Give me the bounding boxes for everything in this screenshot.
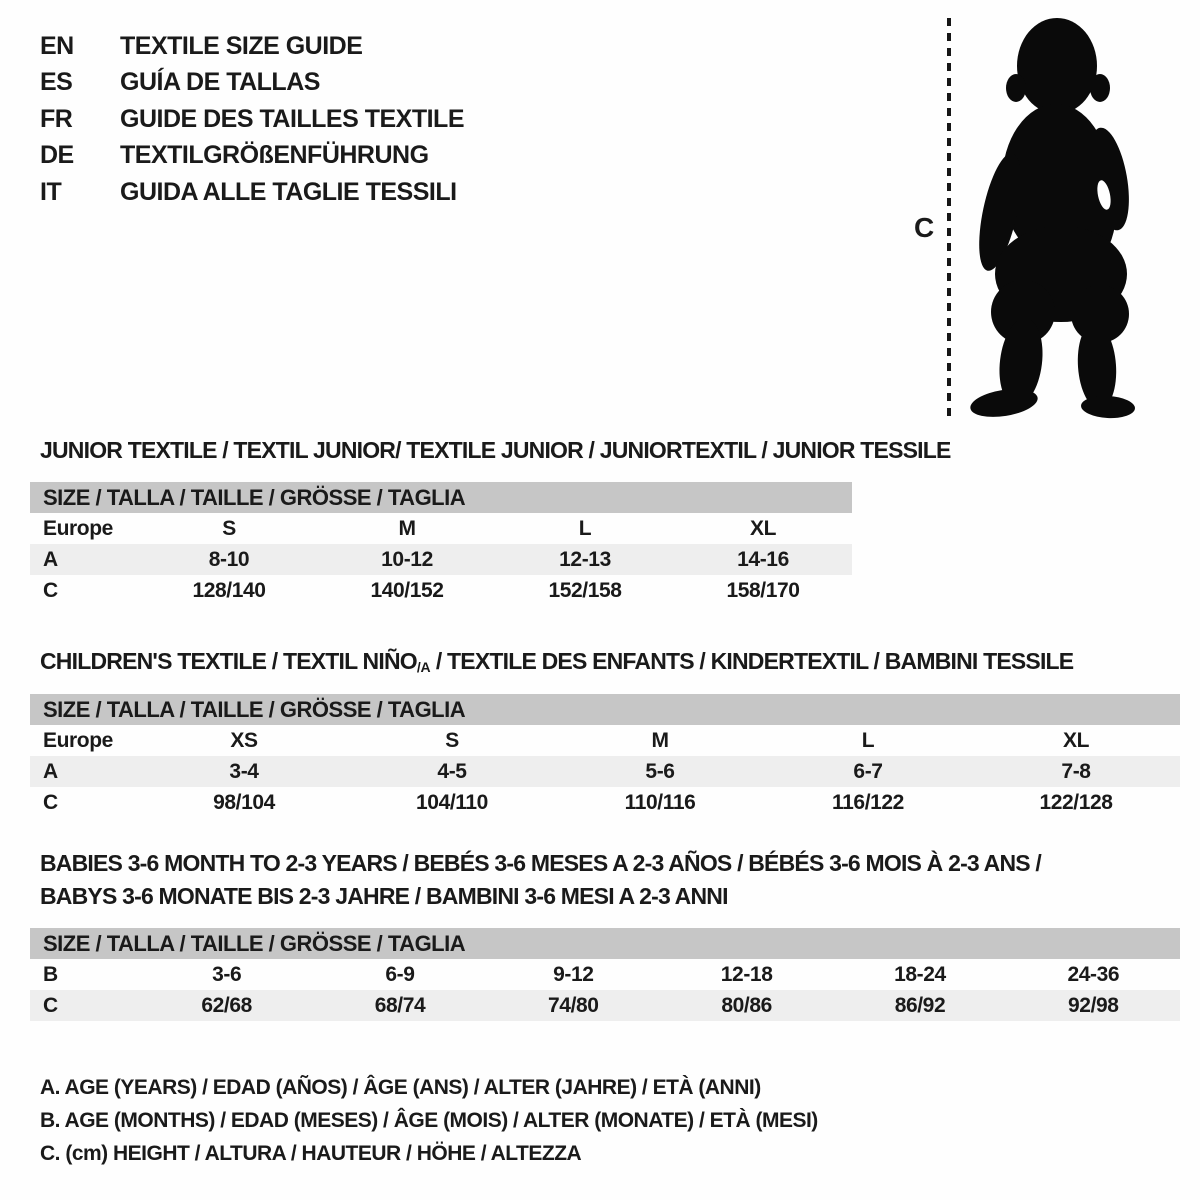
cell-value: 6-9 bbox=[385, 962, 415, 986]
language-code: IT bbox=[40, 177, 62, 206]
cell-value: 158/170 bbox=[726, 578, 800, 602]
cell-value: 92/98 bbox=[1068, 993, 1119, 1017]
cell-value: 140/152 bbox=[370, 578, 444, 602]
cell-value: 98/104 bbox=[213, 790, 275, 814]
legend-line: A. AGE (YEARS) / EDAD (AÑOS) / ÂGE (ANS)… bbox=[40, 1076, 761, 1099]
cell-value: 9-12 bbox=[553, 962, 594, 986]
table-row: Europe S M L XL bbox=[30, 513, 852, 544]
table-row: C 62/68 68/74 74/80 80/86 86/92 92/98 bbox=[30, 990, 1180, 1021]
language-row: FR GUIDE DES TAILLES TEXTILE bbox=[40, 101, 465, 138]
cell-value: 24-36 bbox=[1067, 962, 1120, 986]
cell-value: 128/140 bbox=[192, 578, 266, 602]
size-table: SIZE / TALLA / TAILLE / GRÖSSE / TAGLIA B… bbox=[30, 928, 1180, 1021]
language-code: DE bbox=[40, 141, 74, 170]
cell-value: 86/92 bbox=[894, 993, 946, 1017]
cell-value: S bbox=[222, 516, 236, 540]
cell-value: M bbox=[651, 728, 669, 752]
row-label: A bbox=[43, 759, 58, 783]
section-title: BABYS 3-6 MONATE BIS 2-3 JAHRE / BAMBINI… bbox=[40, 883, 728, 909]
cell-value: M bbox=[398, 516, 416, 540]
legend: A. AGE (YEARS) / EDAD (AÑOS) / ÂGE (ANS)… bbox=[40, 1071, 818, 1170]
cell-value: XS bbox=[230, 728, 258, 752]
language-code: ES bbox=[40, 68, 73, 97]
section-children-textile: CHILDREN'S TEXTILE / TEXTIL NIÑO/A / TEX… bbox=[30, 645, 1180, 818]
row-label: B bbox=[43, 962, 58, 986]
language-row: EN TEXTILE SIZE GUIDE bbox=[40, 28, 464, 65]
cell-value: 6-7 bbox=[853, 759, 883, 783]
legend-line: B. AGE (MONTHS) / EDAD (MESES) / ÂGE (MO… bbox=[40, 1109, 818, 1132]
cell-value: 62/68 bbox=[201, 993, 252, 1017]
table-row: A 3-4 4-5 5-6 6-7 7-8 bbox=[30, 756, 1180, 787]
row-label: Europe bbox=[43, 516, 113, 540]
size-table: SIZE / TALLA / TAILLE / GRÖSSE / TAGLIA E… bbox=[30, 694, 1180, 818]
language-label: GUIDE DES TAILLES TEXTILE bbox=[120, 104, 465, 133]
size-header-bar: SIZE / TALLA / TAILLE / GRÖSSE / TAGLIA bbox=[30, 928, 1180, 959]
cell-value: L bbox=[861, 728, 875, 752]
cell-value: 14-16 bbox=[737, 547, 789, 571]
cell-value: 3-6 bbox=[212, 962, 242, 986]
row-label: C bbox=[43, 578, 58, 602]
measure-label-c: C bbox=[914, 212, 935, 243]
cell-value: 122/128 bbox=[1039, 790, 1113, 814]
cell-value: L bbox=[578, 516, 592, 540]
table-row: A 8-10 10-12 12-13 14-16 bbox=[30, 544, 852, 575]
row-label: A bbox=[43, 547, 58, 571]
row-label: C bbox=[43, 993, 58, 1017]
toddler-silhouette-icon bbox=[970, 18, 1135, 419]
section-title: JUNIOR TEXTILE / TEXTIL JUNIOR/ TEXTILE … bbox=[40, 437, 951, 463]
size-table: SIZE / TALLA / TAILLE / GRÖSSE / TAGLIA E… bbox=[30, 482, 852, 606]
cell-value: S bbox=[445, 728, 459, 752]
section-babies-textile: BABIES 3-6 MONTH TO 2-3 YEARS / BEBÉS 3-… bbox=[30, 847, 1180, 1021]
cell-value: 4-5 bbox=[437, 759, 467, 783]
cell-value: XL bbox=[1062, 728, 1090, 752]
table-row: C 128/140 140/152 152/158 158/170 bbox=[30, 575, 852, 606]
size-header-bar: SIZE / TALLA / TAILLE / GRÖSSE / TAGLIA bbox=[30, 482, 852, 513]
cell-value: 74/80 bbox=[548, 993, 599, 1017]
size-header-bar: SIZE / TALLA / TAILLE / GRÖSSE / TAGLIA bbox=[30, 694, 1180, 725]
legend-line: C. (cm) HEIGHT / ALTURA / HAUTEUR / HÖHE… bbox=[40, 1142, 582, 1165]
language-code: EN bbox=[40, 31, 74, 60]
language-label: GUÍA DE TALLAS bbox=[120, 68, 320, 97]
cell-value: 7-8 bbox=[1061, 759, 1091, 783]
cell-value: 104/110 bbox=[416, 790, 488, 814]
cell-value: 68/74 bbox=[374, 993, 426, 1017]
cell-value: 18-24 bbox=[894, 962, 946, 986]
language-label: TEXTILE SIZE GUIDE bbox=[120, 31, 363, 60]
cell-value: 8-10 bbox=[208, 547, 250, 571]
row-label: C bbox=[43, 790, 58, 814]
language-row: ES GUÍA DE TALLAS bbox=[40, 65, 464, 102]
cell-value: 12-13 bbox=[559, 547, 611, 571]
section-title: CHILDREN'S TEXTILE / TEXTIL NIÑO/A / TEX… bbox=[40, 648, 1074, 675]
subscript-fragment: /A bbox=[416, 659, 431, 675]
language-code: FR bbox=[40, 104, 73, 133]
cell-value: 80/86 bbox=[721, 993, 772, 1017]
language-list: EN TEXTILE SIZE GUIDE ES GUÍA DE TALLAS FR GU… bbox=[40, 28, 465, 211]
cell-value: 12-18 bbox=[720, 962, 773, 986]
cell-value: 5-6 bbox=[645, 759, 675, 783]
height-measure-dashed-line bbox=[947, 18, 951, 416]
language-label: TEXTILGRÖßENFÜHRUNG bbox=[120, 141, 429, 170]
section-junior-textile: JUNIOR TEXTILE / TEXTIL JUNIOR/ TEXTILE … bbox=[30, 434, 951, 606]
cell-value: XL bbox=[749, 516, 777, 540]
section-title: BABIES 3-6 MONTH TO 2-3 YEARS / BEBÉS 3-… bbox=[40, 850, 1042, 876]
language-row: DE TEXTILGRÖßENFÜHRUNG bbox=[40, 138, 464, 175]
cell-value: 110/116 bbox=[624, 790, 696, 814]
table-row: Europe XS S M L XL bbox=[30, 725, 1180, 756]
table-row: B 3-6 6-9 9-12 12-18 18-24 24-36 bbox=[30, 959, 1180, 990]
language-label: GUIDA ALLE TAGLIE TESSILI bbox=[120, 177, 457, 206]
cell-value: 152/158 bbox=[548, 578, 622, 602]
row-label: Europe bbox=[43, 728, 113, 752]
cell-value: 3-4 bbox=[229, 759, 259, 783]
language-row: IT GUIDA ALLE TAGLIE TESSILI bbox=[40, 174, 464, 211]
table-row: C 98/104 104/110 110/116 116/122 122/128 bbox=[30, 787, 1180, 818]
cell-value: 116/122 bbox=[832, 790, 904, 814]
cell-value: 10-12 bbox=[381, 547, 433, 571]
